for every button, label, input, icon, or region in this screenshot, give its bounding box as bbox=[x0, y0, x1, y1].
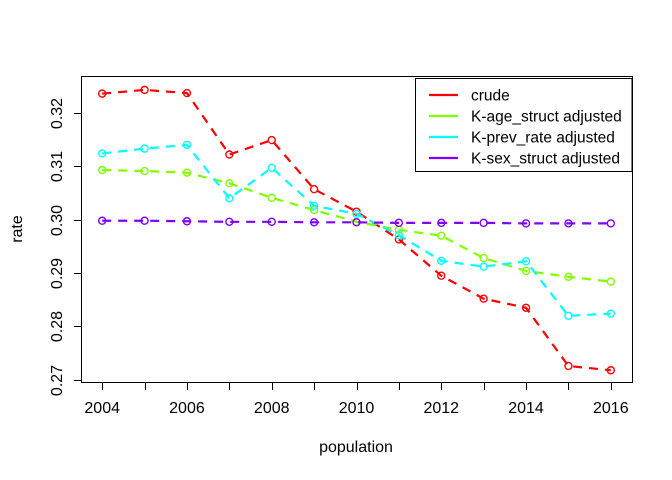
data-point bbox=[267, 193, 276, 202]
data-point bbox=[479, 218, 488, 228]
data-point bbox=[182, 88, 192, 98]
data-point bbox=[140, 144, 149, 153]
data-point bbox=[97, 149, 107, 158]
data-point bbox=[140, 216, 149, 225]
data-point bbox=[309, 185, 319, 194]
series-line-k-age_struct bbox=[102, 168, 611, 283]
data-point bbox=[606, 309, 616, 318]
data-point bbox=[267, 217, 276, 226]
data-point bbox=[140, 85, 149, 95]
data-point bbox=[97, 165, 107, 175]
legend: crude K-age_struct adjusted K-prev_rate ad… bbox=[415, 78, 633, 172]
data-point bbox=[437, 256, 446, 265]
x-tick-label: 2006 bbox=[169, 400, 205, 417]
data-point bbox=[521, 257, 531, 266]
data-point bbox=[267, 163, 276, 173]
y-tick-label: 0.28 bbox=[49, 311, 66, 342]
x-tick-label: 2012 bbox=[423, 400, 459, 417]
x-tick-label: 2016 bbox=[593, 400, 629, 417]
x-tick-label: 2004 bbox=[84, 400, 120, 417]
data-point bbox=[564, 219, 573, 228]
data-point bbox=[394, 230, 404, 240]
legend-label: crude bbox=[471, 88, 510, 105]
data-point bbox=[97, 216, 107, 225]
data-point bbox=[225, 194, 234, 203]
y-axis: 0.27 0.28 0.29 0.30 0.31 0.32 bbox=[49, 98, 81, 396]
data-point bbox=[521, 266, 531, 276]
data-point bbox=[479, 262, 488, 271]
data-point bbox=[606, 366, 616, 375]
plot-border bbox=[81, 76, 633, 383]
data-point bbox=[479, 253, 488, 263]
data-point bbox=[267, 135, 276, 145]
data-point bbox=[182, 140, 192, 150]
y-tick-label: 0.31 bbox=[49, 151, 66, 182]
y-axis-title: rate bbox=[9, 215, 26, 243]
y-tick-label: 0.29 bbox=[49, 258, 66, 289]
x-tick-label: 2008 bbox=[254, 400, 290, 417]
data-point bbox=[309, 201, 319, 210]
series-line-k-prev_rate bbox=[102, 143, 611, 317]
data-point bbox=[140, 166, 149, 176]
plot-box bbox=[81, 76, 633, 383]
data-point bbox=[182, 168, 192, 177]
data-point bbox=[309, 218, 319, 227]
data-point bbox=[182, 217, 192, 226]
x-tick-label: 2014 bbox=[508, 400, 544, 417]
y-tick-label: 0.30 bbox=[49, 205, 66, 236]
data-point bbox=[564, 311, 573, 320]
data-point bbox=[225, 217, 234, 226]
series-lines bbox=[97, 85, 616, 375]
x-axis: 2004 2006 2008 2010 2012 2014 2016 bbox=[84, 383, 629, 417]
legend-label: K-prev_rate adjusted bbox=[471, 130, 615, 147]
data-point bbox=[521, 219, 531, 228]
data-point bbox=[564, 361, 573, 371]
data-point bbox=[606, 219, 616, 228]
data-point bbox=[225, 179, 234, 188]
x-tick-label: 2010 bbox=[339, 400, 375, 417]
data-point bbox=[437, 271, 446, 280]
series-line-k-sex_struct bbox=[102, 219, 611, 225]
y-tick-label: 0.27 bbox=[49, 365, 66, 396]
data-point bbox=[606, 277, 616, 286]
data-point bbox=[394, 218, 404, 228]
data-point bbox=[225, 150, 234, 159]
legend-label: K-age_struct adjusted bbox=[471, 109, 622, 126]
x-axis-title: population bbox=[319, 439, 393, 456]
data-point bbox=[352, 218, 361, 227]
data-point bbox=[437, 218, 446, 228]
y-tick-label: 0.32 bbox=[49, 98, 66, 129]
data-point bbox=[352, 209, 361, 218]
series-line-crude bbox=[102, 88, 611, 372]
legend-label: K-sex_struct adjusted bbox=[471, 151, 620, 168]
data-point bbox=[521, 303, 531, 312]
data-point bbox=[564, 272, 573, 281]
data-point bbox=[437, 231, 446, 240]
data-point bbox=[479, 294, 488, 303]
data-point bbox=[97, 89, 107, 98]
